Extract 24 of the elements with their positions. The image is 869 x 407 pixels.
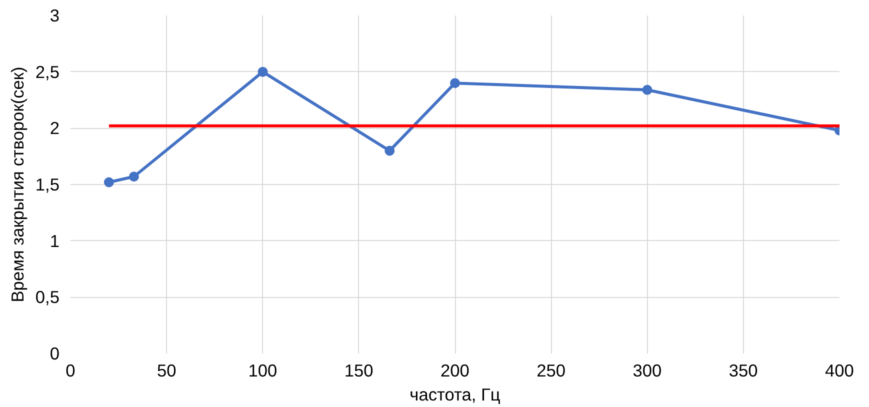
x-tick-label: 250 (536, 360, 566, 380)
y-tick-label: 3 (50, 6, 60, 26)
y-axis-title: Время закрытия створок(сек) (7, 66, 28, 302)
x-axis-title: частота, Гц (410, 384, 500, 404)
y-tick-label: 0 (50, 344, 60, 364)
point (104, 177, 114, 188)
point (450, 78, 460, 88)
y-tick-label: 2 (50, 118, 60, 138)
x-tick-label: 100 (248, 360, 278, 380)
y-tick-label: 1,5 (35, 174, 60, 194)
y-tick-label: 2,5 (35, 62, 60, 82)
x-tick-label: 400 (825, 360, 854, 380)
x-tick-label: 350 (728, 360, 758, 380)
point (128, 172, 139, 182)
x-tick-label: 300 (632, 360, 662, 380)
point (642, 84, 652, 95)
x-tick-label: 0 (66, 360, 76, 380)
x-tick-label: 50 (156, 360, 176, 380)
point (258, 66, 268, 77)
y-tick-label: 1 (50, 230, 60, 251)
x-tick-label: 200 (440, 360, 470, 380)
x-tick-label: 150 (344, 360, 374, 380)
y-tick-label: 0,5 (35, 287, 60, 308)
point (384, 146, 395, 156)
